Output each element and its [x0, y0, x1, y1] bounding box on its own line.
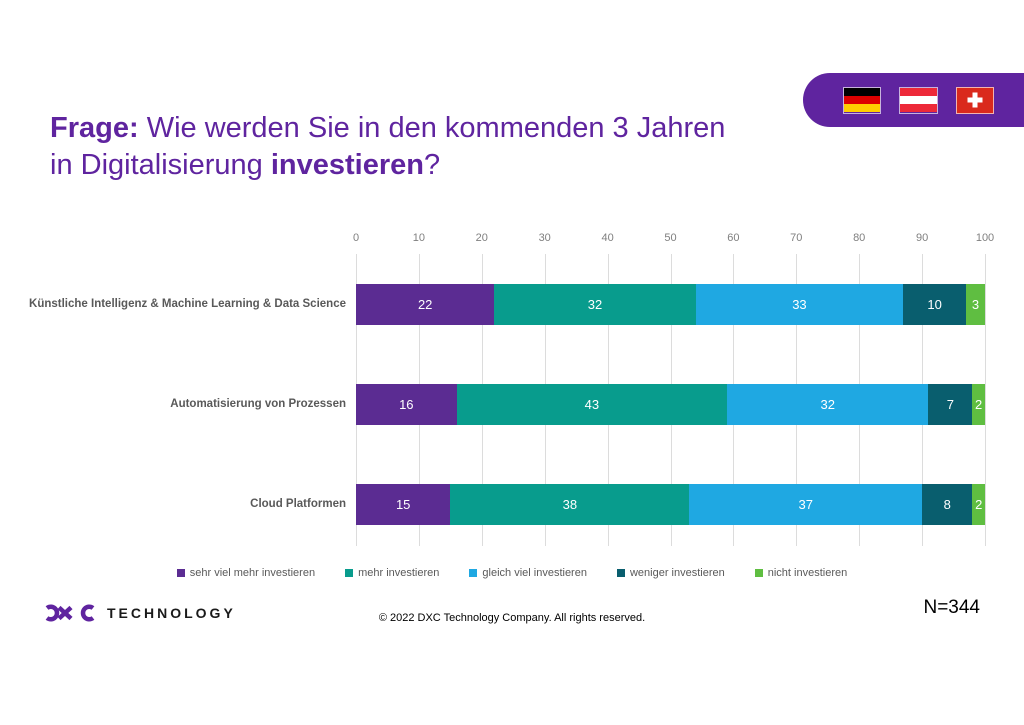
- bar-segment: 38: [450, 484, 690, 525]
- title-line1: Wie werden Sie in den kommenden 3 Jahren: [138, 112, 726, 144]
- country-flags-banner: [803, 73, 1024, 127]
- x-tick-label: 90: [915, 232, 929, 244]
- x-tick-label: 30: [538, 232, 551, 244]
- title-question-mark: ?: [423, 149, 441, 181]
- legend-label: sehr viel mehr investieren: [189, 567, 316, 579]
- x-tick-label: 20: [475, 232, 488, 244]
- bar-row: 15 38 37 8 2: [356, 484, 985, 525]
- bar-segment: 3: [966, 284, 985, 325]
- bar-row: 16 43 32 7 2: [356, 384, 985, 425]
- bar-segment: 7: [928, 384, 973, 425]
- legend-item: sehr viel mehr investieren: [176, 567, 316, 579]
- x-tick-label: 50: [664, 232, 677, 244]
- stacked-bar-chart: 0 10 20 30 40 50 60 70 80 90 100 Künstliche Intell…: [0, 232, 1024, 554]
- bar-segment: 2: [972, 484, 985, 525]
- page-title: Frage: Wie werden Sie in den kommenden 3…: [50, 110, 810, 184]
- legend-swatch: [616, 569, 625, 577]
- legend-item: mehr investieren: [345, 567, 439, 579]
- dxc-logo: TECHNOLOGY: [42, 599, 236, 627]
- legend-item: weniger investieren: [616, 567, 725, 579]
- x-tick-label: 10: [412, 232, 426, 244]
- legend-label: nicht investieren: [767, 567, 848, 579]
- bar-segment: 32: [727, 384, 929, 425]
- title-line2-start: in Digitalisierung: [50, 149, 271, 181]
- legend-swatch: [754, 569, 763, 577]
- x-tick-label: 80: [853, 232, 866, 244]
- gridline: [985, 254, 986, 546]
- dxc-logo-mark: [45, 604, 95, 622]
- bar-segment: 33: [695, 284, 904, 325]
- sample-size: N=344: [923, 597, 980, 618]
- legend-item: nicht investieren: [754, 567, 848, 579]
- bar-segment: 8: [922, 484, 973, 525]
- germany-flag-icon: [843, 86, 882, 114]
- legend-label: gleich viel investieren: [482, 567, 587, 579]
- bar-segment: 22: [356, 284, 495, 325]
- switzerland-flag-icon: [955, 86, 994, 114]
- x-tick-label: 100: [975, 232, 995, 244]
- bar-segment: 37: [689, 484, 923, 525]
- legend-item: gleich viel investieren: [469, 567, 587, 579]
- legend-swatch: [469, 569, 478, 577]
- chart-legend: sehr viel mehr investieren mehr investier…: [0, 567, 1024, 579]
- plot-area: 22 32 33 10 3 16 43 32 7 2 15 38 37 8 2: [356, 254, 986, 554]
- category-label: Künstliche Intelligenz & Machine Learnin…: [29, 298, 346, 310]
- bar-segment: 43: [456, 384, 728, 425]
- bar-row: 22 32 33 10 3: [356, 284, 985, 325]
- category-label: Cloud Platformen: [250, 498, 346, 510]
- bar-segment: 10: [903, 284, 967, 325]
- category-label: Automatisierung von Prozessen: [170, 398, 346, 410]
- legend-label: weniger investieren: [629, 567, 725, 579]
- bar-segment: 15: [356, 484, 451, 525]
- bar-segment: 2: [972, 384, 985, 425]
- bar-segment: 32: [494, 284, 696, 325]
- x-tick-label: 0: [352, 232, 360, 244]
- x-axis-ticks: 0 10 20 30 40 50 60 70 80 90 100: [352, 232, 994, 254]
- title-invest-word: investieren: [270, 149, 424, 181]
- x-tick-label: 40: [601, 232, 614, 244]
- legend-swatch: [345, 569, 354, 577]
- legend-label: mehr investieren: [358, 567, 440, 579]
- dxc-logo-text: TECHNOLOGY: [107, 605, 236, 621]
- x-tick-label: 60: [727, 232, 740, 244]
- copyright-text: © 2022 DXC Technology Company. All right…: [378, 612, 646, 624]
- title-frage: Frage:: [50, 112, 139, 144]
- x-tick-label: 70: [790, 232, 803, 244]
- category-labels: Künstliche Intelligenz & Machine Learnin…: [0, 254, 356, 554]
- austria-flag-icon: [899, 86, 938, 114]
- legend-swatch: [176, 569, 185, 577]
- bar-segment: 16: [356, 384, 457, 425]
